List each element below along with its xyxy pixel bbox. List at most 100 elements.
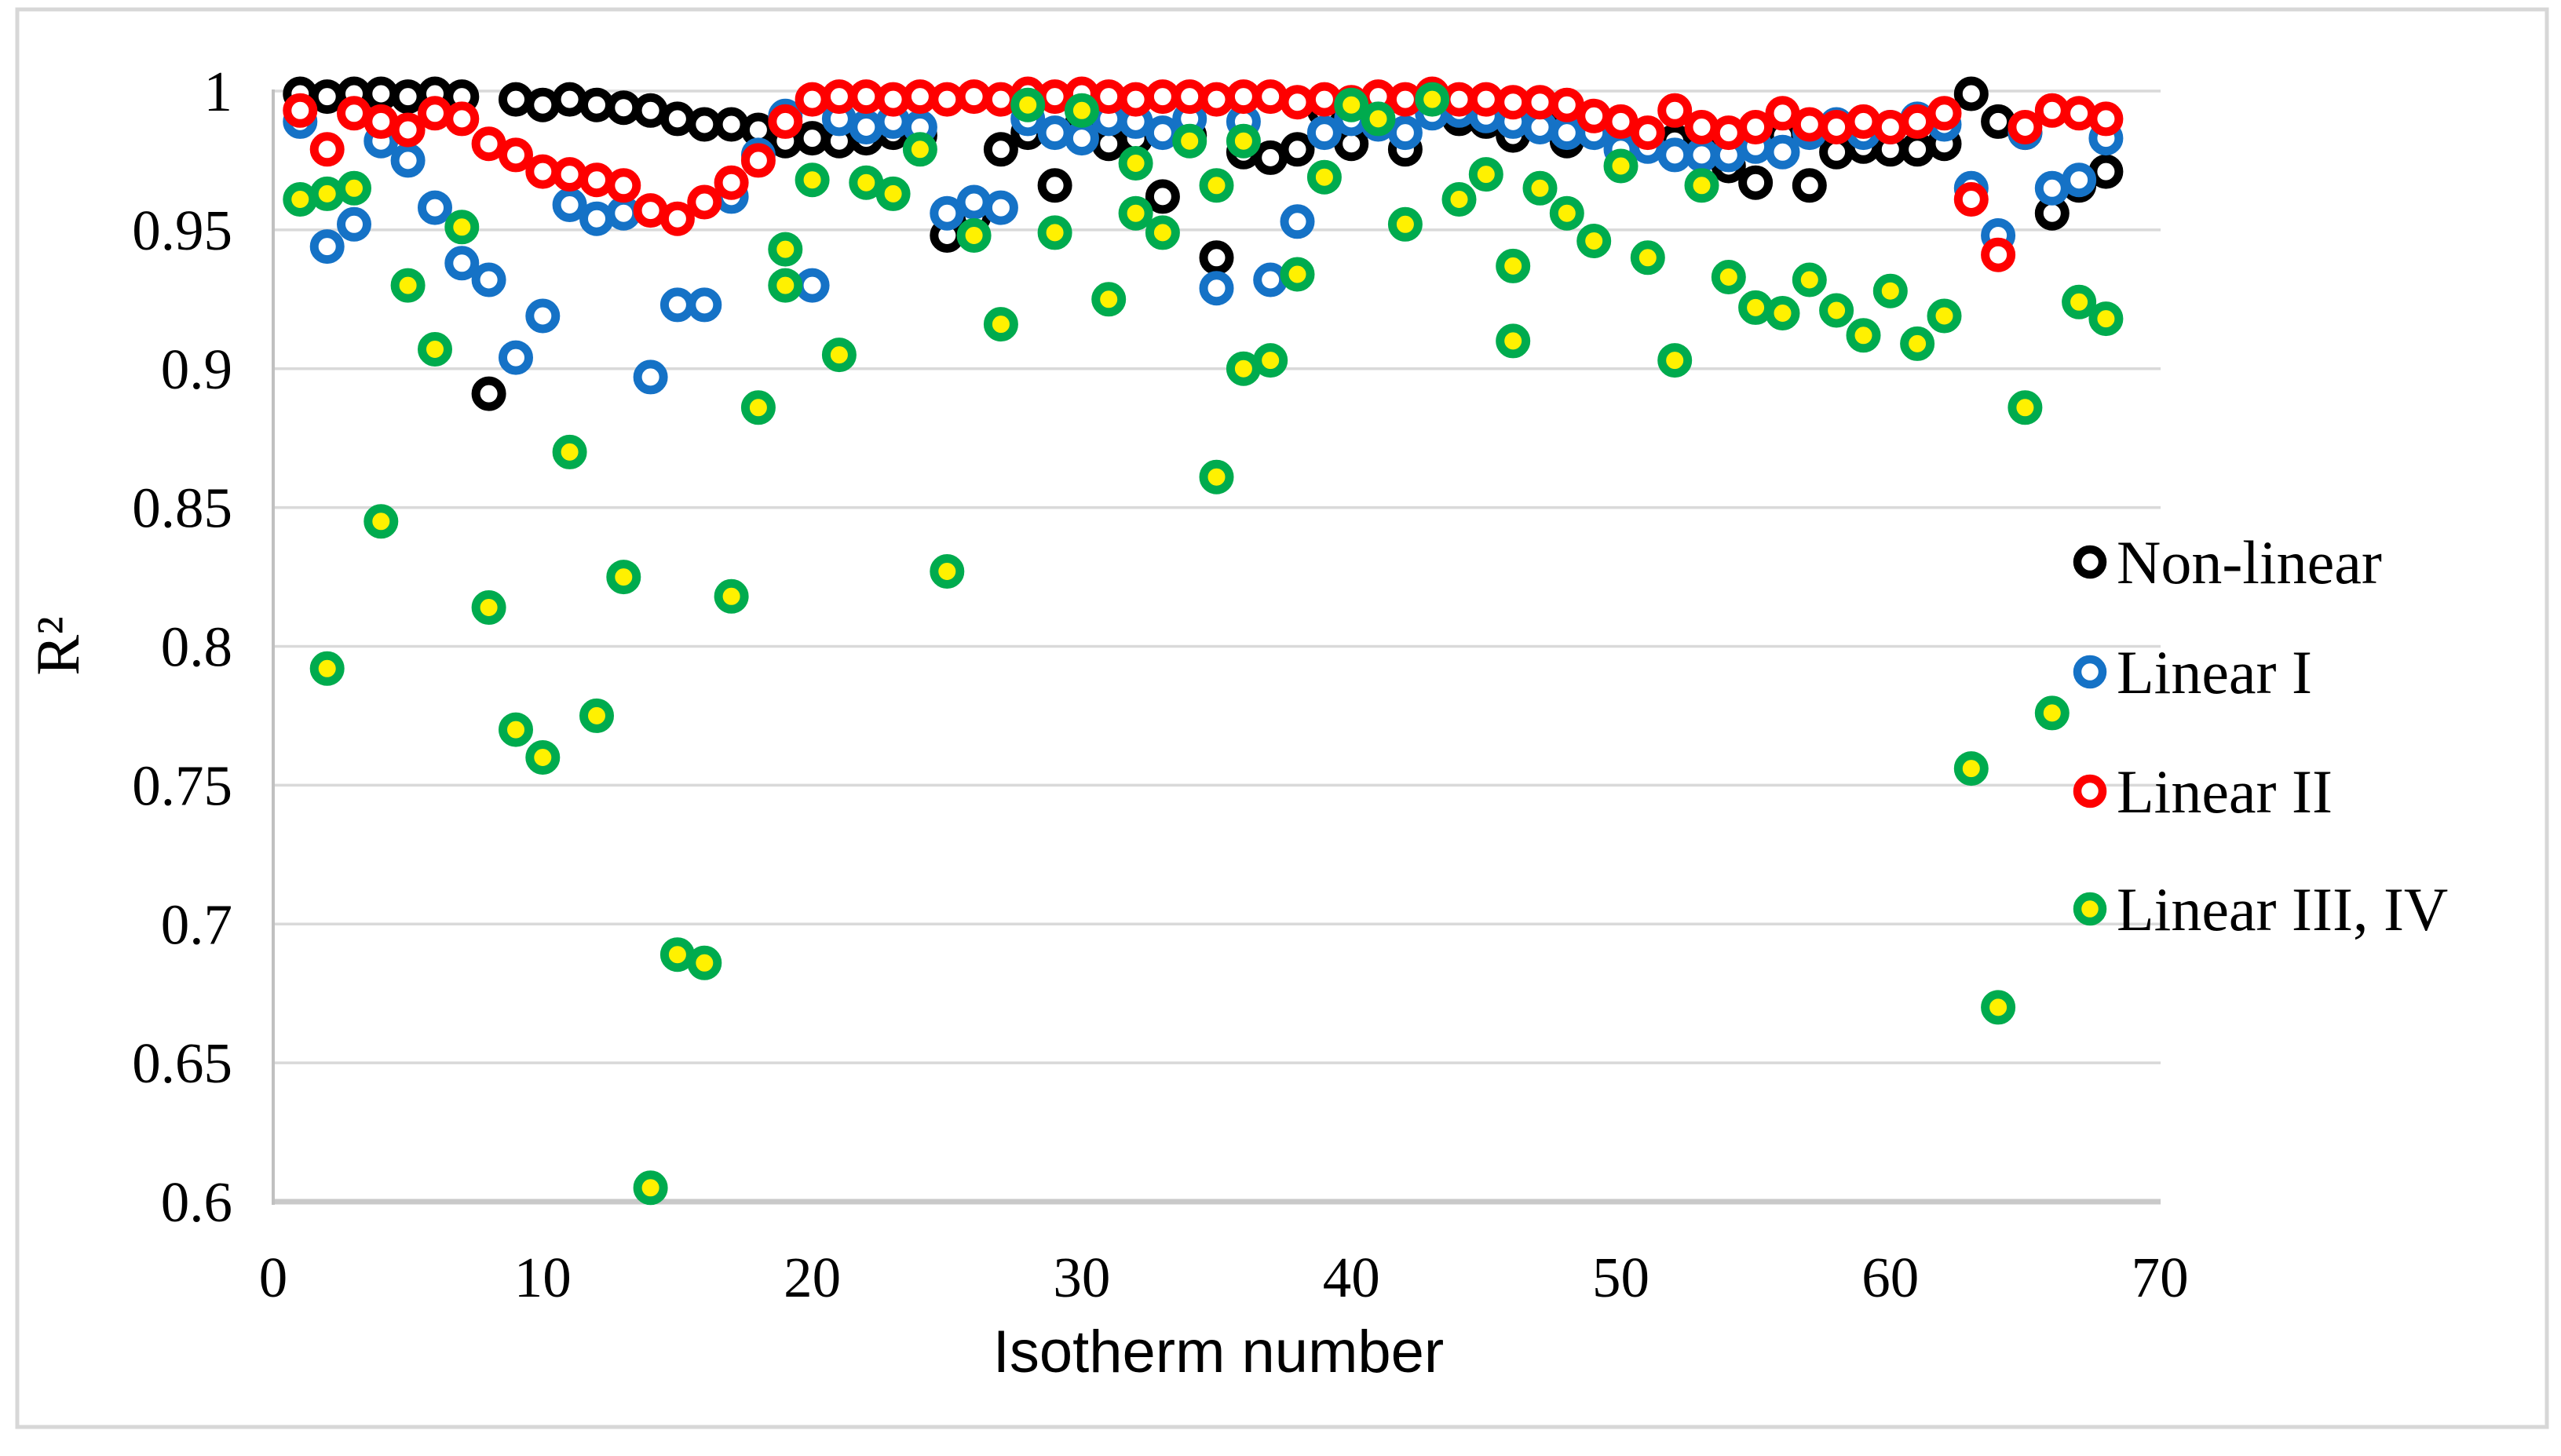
data-point	[1091, 282, 1127, 317]
data-point	[1981, 990, 2016, 1025]
data-point	[983, 82, 1018, 117]
data-point	[1306, 82, 1342, 117]
data-point	[930, 195, 965, 231]
y-tick-label: 0.85	[132, 476, 232, 540]
data-point	[499, 712, 533, 747]
data-point	[471, 262, 506, 297]
data-point	[1765, 296, 1800, 330]
data-point	[659, 287, 695, 323]
data-point	[1387, 82, 1423, 117]
data-point	[1496, 323, 1531, 359]
data-point	[1253, 262, 1288, 297]
data-point	[1253, 343, 1288, 378]
data-point	[659, 201, 695, 236]
x-tick-label: 20	[784, 1246, 841, 1309]
legend-item: Linear I	[2073, 638, 2312, 706]
data-point	[1496, 85, 1531, 120]
data-point	[902, 132, 937, 167]
x-tick-label: 70	[2132, 1246, 2189, 1309]
y-axis-tick-labels: 1 0.95 0.9 0.85 0.8 0.75 0.7 0.65 0.6	[132, 60, 232, 1234]
data-point	[849, 79, 884, 115]
data-point	[1522, 170, 1558, 206]
data-point	[1091, 79, 1127, 115]
data-point	[1306, 115, 1342, 151]
data-point	[1738, 110, 1774, 144]
data-point	[687, 945, 722, 980]
data-point	[1306, 159, 1342, 195]
data-point	[1900, 326, 1935, 361]
data-point	[1630, 115, 1665, 151]
data-point	[1657, 137, 1693, 173]
data-point	[1199, 459, 1234, 494]
data-point	[2008, 110, 2043, 144]
data-point	[444, 246, 480, 281]
data-point	[633, 193, 668, 228]
data-point	[1441, 182, 1477, 217]
data-point	[418, 190, 452, 225]
data-point	[1145, 79, 1180, 115]
data-point	[1711, 260, 1746, 294]
legend: Non-linear Linear I Linear II Linear III, I…	[2073, 528, 2448, 943]
x-axis-tick-labels: 0 10 20 30 40 50 60 70	[259, 1246, 2189, 1309]
data-point	[309, 79, 345, 115]
data-point	[1576, 98, 1612, 133]
data-point	[2008, 390, 2043, 425]
data-point	[902, 79, 937, 115]
data-point	[1927, 298, 1962, 334]
data-point	[1900, 104, 1935, 139]
data-point	[849, 110, 884, 144]
data-point	[687, 287, 722, 323]
y-tick-label: 1	[204, 60, 233, 123]
data-point	[418, 96, 452, 131]
data-point	[444, 101, 480, 137]
data-point	[364, 104, 399, 139]
data-point	[552, 82, 587, 117]
data-point	[525, 87, 561, 122]
data-point	[849, 165, 884, 200]
data-point	[1927, 96, 1962, 131]
data-point	[579, 162, 614, 198]
data-point	[2088, 154, 2124, 189]
y-tick-label: 0.75	[132, 754, 232, 817]
x-tick-label: 30	[1053, 1246, 1110, 1309]
data-point	[633, 93, 668, 128]
data-point	[499, 137, 533, 173]
data-point	[1872, 110, 1908, 144]
data-point	[579, 698, 614, 733]
data-point	[1738, 290, 1774, 325]
data-point	[1199, 271, 1234, 306]
data-point	[471, 590, 506, 625]
data-point	[606, 195, 641, 231]
data-point	[795, 268, 830, 303]
data-point	[1765, 96, 1800, 131]
data-point	[1872, 273, 1908, 308]
data-point	[1549, 195, 1584, 231]
data-point	[390, 79, 426, 115]
data-point	[1280, 85, 1315, 120]
data-point	[2088, 301, 2124, 337]
data-point	[1711, 115, 1746, 151]
y-tick-label: 0.6	[161, 1170, 232, 1234]
x-tick-label: 60	[1861, 1246, 1919, 1309]
data-point	[983, 132, 1018, 167]
data-point	[1549, 87, 1584, 122]
data-point	[364, 504, 399, 539]
data-point	[1037, 215, 1072, 250]
data-point	[1468, 82, 1503, 117]
data-point	[309, 132, 345, 167]
y-tick-label: 0.65	[132, 1031, 232, 1095]
data-point	[337, 170, 371, 206]
data-point	[821, 79, 857, 115]
data-point	[714, 578, 749, 614]
data-point	[390, 143, 426, 178]
data-point	[364, 76, 399, 111]
data-point	[1657, 343, 1693, 378]
data-point	[1522, 85, 1558, 120]
data-point	[1118, 82, 1153, 117]
data-point	[1280, 257, 1315, 292]
data-point	[1145, 179, 1180, 214]
data-point	[875, 82, 911, 117]
data-point	[1792, 168, 1827, 203]
legend-item: Non-linear	[2073, 528, 2382, 597]
